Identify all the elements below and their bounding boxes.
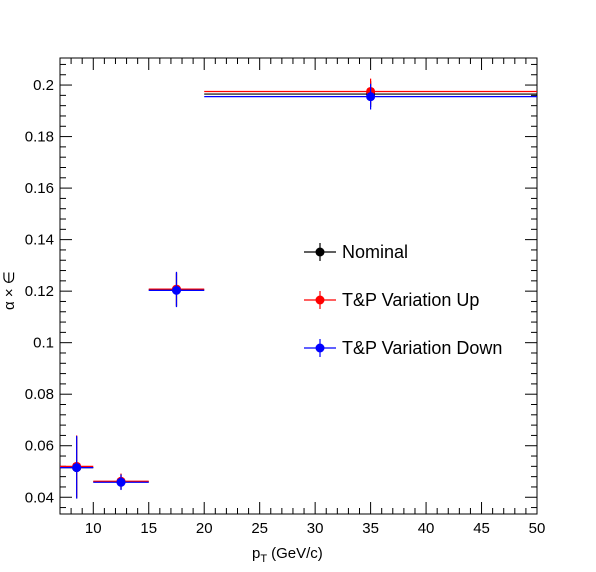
data-point bbox=[171, 285, 181, 295]
series-t-p-variation-down bbox=[60, 83, 537, 499]
y-tick-label: 0.04 bbox=[25, 489, 54, 506]
legend-marker bbox=[315, 247, 325, 257]
y-tick-label: 0.18 bbox=[25, 129, 54, 146]
legend-item: T&P Variation Up bbox=[304, 290, 479, 310]
legend-label: T&P Variation Up bbox=[342, 290, 479, 310]
x-tick-label: 45 bbox=[473, 520, 490, 537]
y-tick-label: 0.12 bbox=[25, 283, 54, 300]
x-tick-label: 40 bbox=[418, 520, 435, 537]
x-tick-label: 50 bbox=[529, 520, 546, 537]
plot-frame bbox=[59, 57, 538, 515]
x-axis-title-main: p bbox=[252, 545, 260, 562]
data-point bbox=[366, 92, 376, 102]
legend-marker bbox=[315, 343, 325, 353]
x-tick-label: 25 bbox=[251, 520, 268, 537]
legend-item: Nominal bbox=[304, 242, 408, 262]
legend-label: T&P Variation Down bbox=[342, 338, 502, 358]
y-axis: 0.04 0.06 0.08 0.1 0.12 0.14 0.16 0.18 0.2 bbox=[25, 63, 537, 509]
x-axis-title-unit: (GeV/c) bbox=[271, 545, 323, 562]
y-axis-title: α × ∈ bbox=[1, 271, 18, 310]
x-tick-label: 20 bbox=[196, 520, 213, 537]
y-tick-label: 0.2 bbox=[33, 77, 54, 94]
series-t-p-variation-up bbox=[60, 78, 537, 498]
y-tick-label: 0.1 bbox=[33, 335, 54, 352]
legend: Nominal T&P Variation Up T&P Variation Dow… bbox=[304, 242, 502, 358]
legend-label: Nominal bbox=[342, 242, 408, 262]
x-tick-label: 35 bbox=[362, 520, 379, 537]
legend-marker bbox=[315, 295, 325, 305]
y-tick-label: 0.14 bbox=[25, 232, 54, 249]
data-point bbox=[72, 463, 82, 473]
data-series bbox=[60, 78, 537, 499]
x-tick-label: 10 bbox=[85, 520, 102, 537]
x-axis-title: pT (GeV/c) bbox=[252, 545, 323, 565]
x-tick-label: 15 bbox=[140, 520, 157, 537]
x-tick-label: 30 bbox=[307, 520, 324, 537]
y-tick-label: 0.08 bbox=[25, 386, 54, 403]
x-axis-title-subscript: T bbox=[260, 553, 267, 565]
data-point bbox=[116, 477, 126, 487]
x-axis: 10 15 20 25 30 35 40 45 50 bbox=[59, 58, 546, 537]
legend-item: T&P Variation Down bbox=[304, 338, 502, 358]
y-tick-label: 0.06 bbox=[25, 438, 54, 455]
y-tick-label: 0.16 bbox=[25, 180, 54, 197]
